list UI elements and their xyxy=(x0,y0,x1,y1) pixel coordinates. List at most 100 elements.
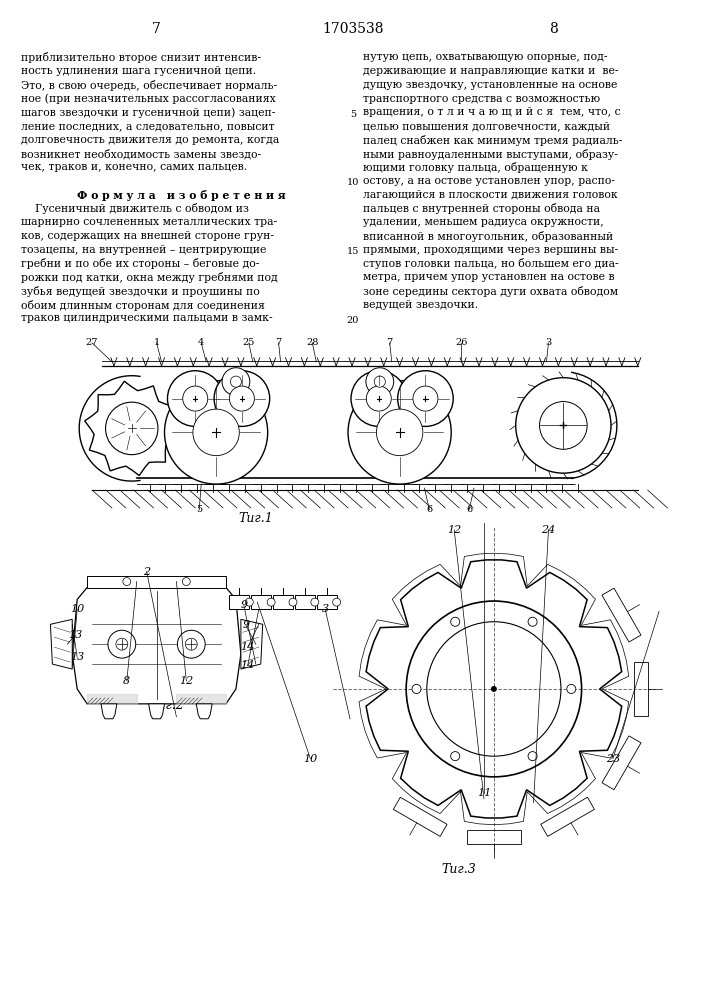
Text: транспортного средства с возможностью: транспортного средства с возможностью xyxy=(363,94,600,104)
Text: Ф о р м у л а   и з о б р е т е н и я: Ф о р м у л а и з о б р е т е н и я xyxy=(77,190,286,201)
Text: чек, траков и, конечно, самих пальцев.: чек, траков и, конечно, самих пальцев. xyxy=(21,162,247,172)
Circle shape xyxy=(528,752,537,761)
Text: Τиг.3: Τиг.3 xyxy=(442,863,477,876)
Text: 6: 6 xyxy=(466,505,472,514)
Text: 12: 12 xyxy=(447,525,462,535)
Text: шарнирно сочлененных металлических тра-: шарнирно сочлененных металлических тра- xyxy=(21,217,276,227)
Circle shape xyxy=(222,368,250,396)
Text: 1703538: 1703538 xyxy=(322,22,384,36)
Text: 1: 1 xyxy=(153,338,160,347)
Polygon shape xyxy=(72,588,241,704)
Text: долговечность движителя до ремонта, когда: долговечность движителя до ремонта, когд… xyxy=(21,135,279,145)
Circle shape xyxy=(374,376,385,387)
Text: 28: 28 xyxy=(306,338,319,347)
Text: пальцев с внутренней стороны обвода на: пальцев с внутренней стороны обвода на xyxy=(363,203,600,214)
Polygon shape xyxy=(393,797,447,836)
Text: 7: 7 xyxy=(387,338,393,347)
Circle shape xyxy=(182,386,208,411)
Circle shape xyxy=(376,409,423,456)
Polygon shape xyxy=(87,694,136,704)
Text: 24: 24 xyxy=(542,525,556,535)
Polygon shape xyxy=(50,619,72,669)
Circle shape xyxy=(177,630,205,658)
Bar xyxy=(87,576,226,588)
Circle shape xyxy=(116,638,128,650)
Circle shape xyxy=(245,598,253,606)
Text: 9: 9 xyxy=(243,620,250,630)
Circle shape xyxy=(193,409,239,456)
Text: 11: 11 xyxy=(477,788,491,798)
Text: 8: 8 xyxy=(123,676,130,686)
Circle shape xyxy=(108,630,136,658)
Bar xyxy=(251,595,271,609)
Text: ными равноудаленными выступами, образу-: ными равноудаленными выступами, образу- xyxy=(363,149,618,160)
Polygon shape xyxy=(197,704,212,719)
Text: 25: 25 xyxy=(243,338,255,347)
Circle shape xyxy=(351,371,407,426)
Text: прямыми, проходящими через вершины вы-: прямыми, проходящими через вершины вы- xyxy=(363,245,618,255)
Circle shape xyxy=(528,617,537,626)
Circle shape xyxy=(123,578,131,586)
Text: шагов звездочки и гусеничной цепи) зацеп-: шагов звездочки и гусеничной цепи) зацеп… xyxy=(21,107,275,118)
Polygon shape xyxy=(148,704,165,719)
Bar xyxy=(295,595,315,609)
Text: ное (при незначительных рассогласованиях: ное (при незначительных рассогласованиях xyxy=(21,94,276,104)
Circle shape xyxy=(348,381,451,484)
Text: держивающие и направляющие катки и  ве-: держивающие и направляющие катки и ве- xyxy=(363,66,619,76)
Text: лагающийся в плоскости движения головок: лагающийся в плоскости движения головок xyxy=(363,190,618,200)
Text: Τиг.2: Τиг.2 xyxy=(149,699,184,712)
Circle shape xyxy=(105,402,158,455)
Text: 4: 4 xyxy=(198,338,204,347)
Text: 27: 27 xyxy=(86,338,98,347)
Text: нутую цепь, охватывающую опорные, под-: нутую цепь, охватывающую опорные, под- xyxy=(363,52,607,62)
Text: возникнет необходимость замены звездо-: возникнет необходимость замены звездо- xyxy=(21,149,261,159)
Text: дущую звездочку, установленные на основе: дущую звездочку, установленные на основе xyxy=(363,80,617,90)
Text: вращения, о т л и ч а ю щ и й с я  тем, что, с: вращения, о т л и ч а ю щ и й с я тем, ч… xyxy=(363,107,621,117)
Text: 10: 10 xyxy=(347,178,359,187)
Polygon shape xyxy=(541,797,595,836)
Circle shape xyxy=(333,598,341,606)
Circle shape xyxy=(366,368,394,396)
Polygon shape xyxy=(602,736,641,790)
Text: ведущей звездочки.: ведущей звездочки. xyxy=(363,300,478,310)
Circle shape xyxy=(230,376,242,387)
Circle shape xyxy=(397,371,453,426)
Text: 7: 7 xyxy=(276,338,281,347)
Text: 10: 10 xyxy=(303,754,317,764)
Circle shape xyxy=(427,622,561,756)
Text: траков цилиндрическими пальцами в замк-: траков цилиндрическими пальцами в замк- xyxy=(21,313,272,323)
Polygon shape xyxy=(366,560,621,818)
Text: обоим длинным сторонам для соединения: обоим длинным сторонам для соединения xyxy=(21,300,264,311)
Text: ность удлинения шага гусеничной цепи.: ность удлинения шага гусеничной цепи. xyxy=(21,66,256,76)
Circle shape xyxy=(407,601,582,777)
Text: приблизительно второе снизит интенсив-: приблизительно второе снизит интенсив- xyxy=(21,52,261,63)
Text: ков, содержащих на внешней стороне грун-: ков, содержащих на внешней стороне грун- xyxy=(21,231,274,241)
Circle shape xyxy=(168,371,223,426)
Text: 26: 26 xyxy=(455,338,467,347)
Bar xyxy=(230,595,250,609)
Text: 23: 23 xyxy=(606,754,620,764)
Text: 12: 12 xyxy=(179,676,194,686)
Text: 5: 5 xyxy=(350,110,356,119)
Circle shape xyxy=(366,386,391,411)
Bar xyxy=(317,595,337,609)
Circle shape xyxy=(515,378,611,473)
Polygon shape xyxy=(101,704,117,719)
Text: 2: 2 xyxy=(143,567,150,577)
Polygon shape xyxy=(467,830,521,844)
Circle shape xyxy=(413,386,438,411)
Text: рожки под катки, окна между гребнями под: рожки под катки, окна между гребнями под xyxy=(21,272,277,283)
Polygon shape xyxy=(241,619,263,669)
Text: 7: 7 xyxy=(152,22,161,36)
Text: 14: 14 xyxy=(240,660,255,670)
Text: 13: 13 xyxy=(70,652,84,662)
Circle shape xyxy=(450,752,460,761)
Text: ступов головки пальца, но большем его диа-: ступов головки пальца, но большем его ди… xyxy=(363,258,619,269)
Circle shape xyxy=(412,684,421,693)
Circle shape xyxy=(311,598,319,606)
Text: Это, в свою очередь, обеспечивает нормаль-: Это, в свою очередь, обеспечивает нормал… xyxy=(21,80,276,91)
Circle shape xyxy=(450,617,460,626)
Text: 20: 20 xyxy=(347,316,359,325)
Text: 9: 9 xyxy=(240,600,247,610)
Circle shape xyxy=(491,686,497,692)
